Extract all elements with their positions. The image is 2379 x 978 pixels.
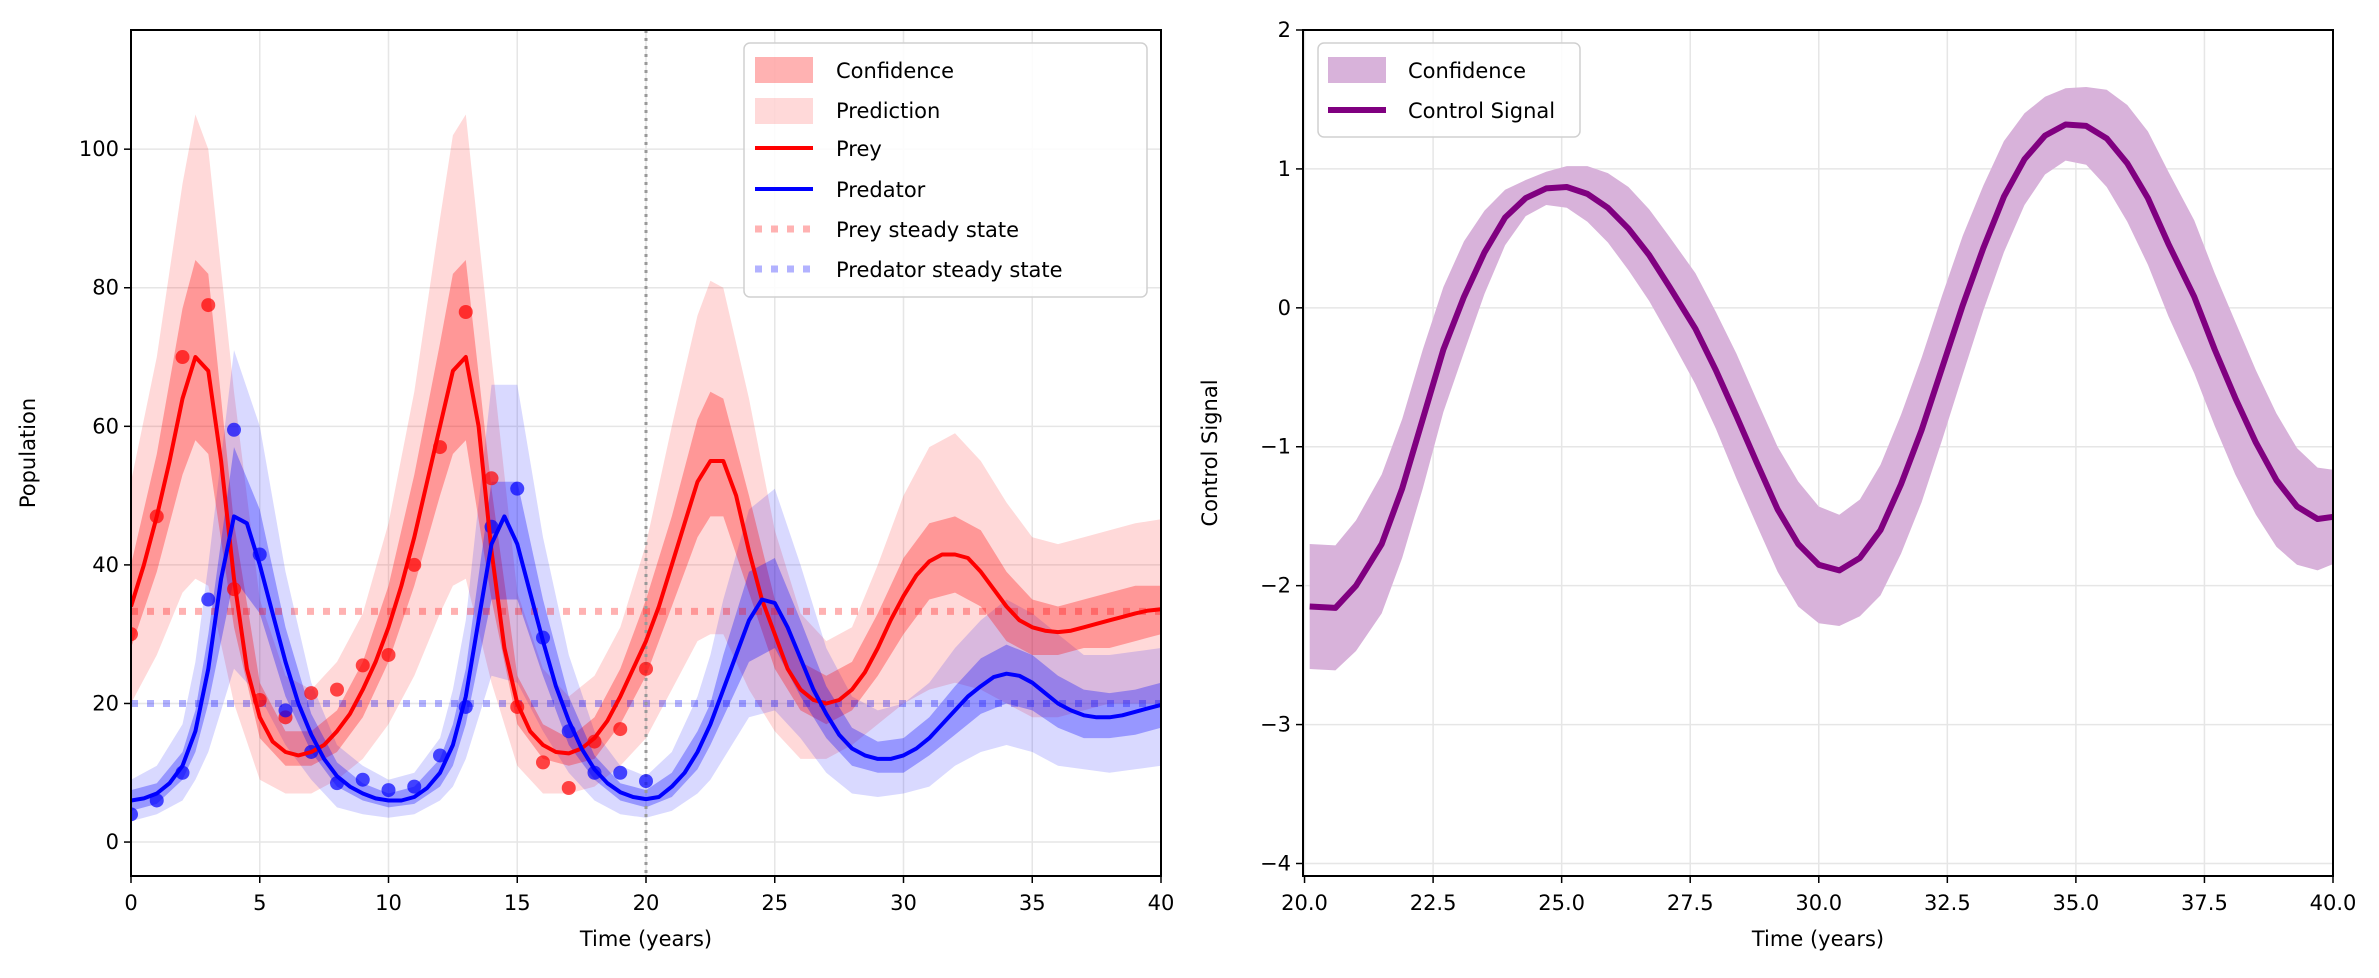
predator-observation-point — [433, 748, 447, 763]
legend-label-prey: Prey — [836, 137, 882, 161]
y-tick-label: 60 — [92, 414, 119, 438]
control-legend: Confidence Control Signal — [1317, 42, 1581, 138]
y-tick-label: 0 — [106, 830, 119, 854]
predator-observation-point — [131, 807, 138, 822]
y-tick-label: −4 — [1260, 851, 1291, 875]
predator-observation-point — [407, 779, 422, 794]
predator-line — [131, 514, 1161, 803]
legend-swatch-prediction — [755, 98, 813, 124]
legend-label-confidence: Confidence — [836, 59, 954, 83]
x-tick-label: 27.5 — [1667, 891, 1714, 915]
predator-observation-point — [355, 772, 370, 787]
prey-observation-point — [381, 647, 396, 662]
x-tick-label: 15 — [504, 891, 531, 915]
prey-confidence-band — [131, 260, 1161, 766]
x-tick-label: 30.0 — [1795, 891, 1842, 915]
population-legend: Confidence Prediction Prey Predator Prey… — [743, 42, 1148, 298]
prey-observation-point — [330, 682, 344, 697]
x-tick-label: 40 — [1148, 891, 1175, 915]
plot-area — [1303, 30, 2333, 876]
control-confidence-band — [1309, 87, 2333, 671]
x-tick-label: 32.5 — [1924, 891, 1971, 915]
predator-observation-point — [639, 774, 653, 789]
legend-label-control-signal: Control Signal — [1408, 99, 1555, 123]
legend-label-prey-steady-state: Prey steady state — [836, 218, 1019, 242]
prey-observation-point — [458, 305, 473, 319]
x-axis-label: Time (years) — [1751, 927, 1884, 951]
prey-observation-point — [175, 350, 190, 365]
predator-observation-point — [227, 422, 241, 437]
x-tick-label: 35.0 — [2053, 891, 2100, 915]
legend-swatch-confidence — [755, 57, 813, 83]
legend-swatch-confidence — [1328, 57, 1386, 83]
prey-observation-point — [484, 471, 499, 486]
y-tick-label: 0 — [1278, 296, 1291, 320]
population-chart: 0 5 10 15 20 25 30 35 40 0 20 40 60 80 100 Time (years)… — [16, 29, 1175, 951]
y-axis-label: Population — [16, 398, 40, 508]
control-signal-chart: 20.0 22.5 25.0 27.5 30.0 32.5 35.0 37.5 40.0 −4 −3… — [1198, 18, 2356, 951]
y-tick-label: 40 — [92, 553, 119, 577]
y-tick-label: −1 — [1260, 435, 1291, 459]
prey-observation-point — [613, 722, 628, 737]
x-tick-label: 22.5 — [1410, 891, 1457, 915]
x-tick-label: 30 — [890, 891, 917, 915]
x-tick-label: 10 — [375, 891, 402, 915]
control-signal-line — [1309, 121, 2333, 611]
legend-frame — [743, 42, 1148, 298]
prey-observation-point — [201, 298, 216, 313]
x-tick-label: 37.5 — [2181, 891, 2228, 915]
legend-label-prediction: Prediction — [836, 99, 940, 123]
prey-observation-point — [587, 734, 602, 749]
x-axis-label: Time (years) — [579, 927, 712, 951]
x-tick-label: 25.0 — [1538, 891, 1585, 915]
prey-observation-point — [304, 686, 319, 701]
x-tick-label: 35 — [1019, 891, 1046, 915]
predator-observation-point — [381, 783, 396, 798]
predator-observation-point — [278, 703, 293, 718]
y-tick-label: −3 — [1260, 713, 1291, 737]
predator-prediction-band — [131, 350, 1161, 822]
predator-confidence-band — [131, 447, 1161, 811]
predator-observation-point — [613, 765, 628, 780]
prey-observation-point — [536, 755, 550, 770]
x-tick-label: 40.0 — [2310, 891, 2357, 915]
y-tick-label: −2 — [1260, 574, 1291, 598]
prey-observation-point — [131, 627, 138, 642]
prey-observation-point — [561, 781, 576, 796]
y-tick-label: 100 — [79, 137, 119, 161]
prey-observation-point — [407, 557, 422, 572]
x-tick-label: 25 — [761, 891, 788, 915]
prey-observation-point — [639, 661, 653, 676]
prey-observation-point — [355, 658, 370, 673]
predator-observation-point — [587, 765, 602, 780]
predator-observation-point — [510, 481, 525, 496]
y-axis-label: Control Signal — [1198, 379, 1222, 526]
legend-label-predator-steady-state: Predator steady state — [836, 258, 1063, 282]
x-tick-label: 5 — [253, 891, 266, 915]
axes-frame — [1302, 29, 2334, 877]
y-tick-label: 2 — [1278, 18, 1291, 42]
y-tick-label: 20 — [92, 691, 119, 715]
x-tick-label: 20.0 — [1281, 891, 1328, 915]
y-tick-label: 1 — [1278, 157, 1291, 181]
legend-label-predator: Predator — [836, 178, 926, 202]
prey-line — [131, 355, 1161, 758]
x-tick-label: 20 — [633, 891, 660, 915]
x-tick-label: 0 — [124, 891, 137, 915]
y-tick-label: 80 — [92, 276, 119, 300]
predator-observation-point — [201, 592, 216, 607]
legend-label-confidence: Confidence — [1408, 59, 1526, 83]
